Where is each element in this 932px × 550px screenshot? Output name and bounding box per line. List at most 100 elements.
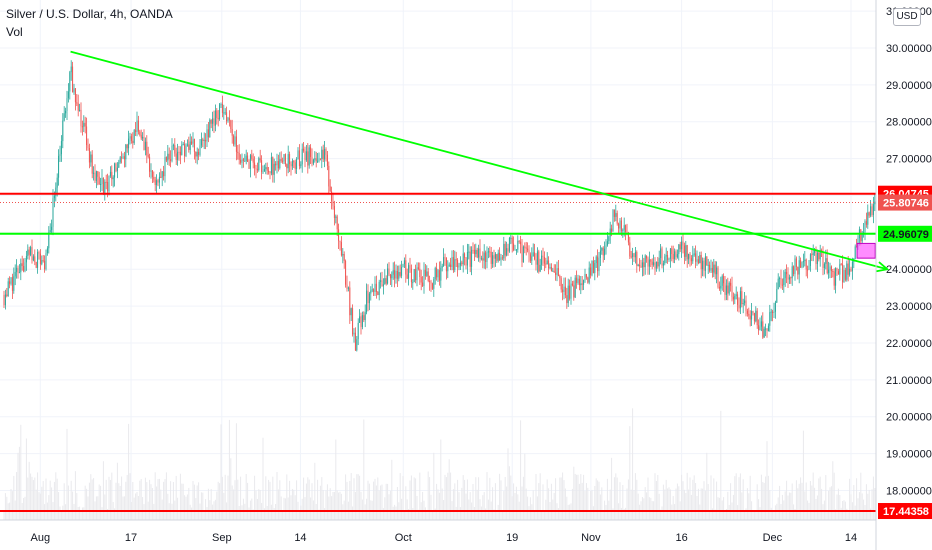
volume-bar (767, 475, 769, 520)
candle-body (478, 248, 480, 258)
candle-body (136, 120, 138, 133)
candle-body (457, 260, 459, 268)
candle (275, 161, 277, 171)
volume-bar (48, 495, 50, 520)
volume-bar (716, 481, 718, 520)
candle-body (311, 156, 313, 164)
volume-bar (415, 478, 417, 520)
candle (146, 135, 148, 164)
candle-body (62, 120, 64, 142)
candle (237, 145, 239, 160)
candle (748, 307, 750, 320)
candle-body (711, 267, 713, 273)
candle-body (207, 129, 209, 138)
candle-body (653, 262, 655, 265)
volume-label[interactable]: Vol (6, 25, 23, 39)
symbol-title[interactable]: Silver / U.S. Dollar, 4h, OANDA (6, 7, 173, 21)
candle (608, 235, 610, 245)
volume-bar (762, 482, 764, 520)
candle-body (602, 247, 604, 256)
volume-bar (811, 485, 813, 520)
candle (328, 161, 330, 195)
candle (556, 261, 558, 282)
volume-bar (784, 491, 786, 520)
candle (93, 166, 95, 181)
candle (353, 328, 355, 343)
volume-bar (280, 496, 282, 520)
candle (321, 146, 323, 169)
volume-bar (416, 495, 418, 520)
candle-body (697, 259, 699, 264)
highlight-box (856, 242, 876, 259)
volume-bar (727, 491, 729, 520)
volume-bar (746, 488, 748, 520)
candle (643, 257, 645, 276)
volume-bar (119, 485, 121, 520)
volume-bar (695, 483, 697, 520)
volume-bar (794, 508, 796, 520)
candle-body (658, 258, 660, 267)
candle-body (32, 256, 34, 261)
drawings[interactable] (0, 50, 890, 513)
candle-body (105, 181, 107, 183)
candle (718, 281, 720, 291)
candle-body (287, 154, 289, 169)
candle (18, 264, 20, 274)
candle-body (469, 251, 471, 267)
candle-body (158, 176, 160, 183)
candle (440, 261, 442, 288)
candle (261, 155, 263, 180)
candle-body (270, 157, 272, 174)
candle-body (819, 250, 821, 260)
volume-bar (178, 510, 180, 520)
volume-bar (522, 476, 524, 520)
volume-bar (700, 488, 702, 520)
candle (114, 162, 116, 187)
candle-body (382, 284, 384, 287)
candle-body (868, 212, 870, 216)
candle (35, 261, 37, 269)
volume-bar (387, 483, 389, 520)
candle-body (455, 259, 457, 261)
candle (202, 137, 204, 148)
candle-body (475, 249, 477, 255)
candle-body (682, 241, 684, 246)
volume-bar (203, 510, 205, 520)
volume-bar (524, 453, 526, 520)
candle (648, 251, 650, 275)
volume-bar (55, 472, 57, 520)
volume-bar (644, 487, 646, 520)
candle (310, 144, 312, 165)
candle (307, 142, 309, 174)
currency-button[interactable]: USD (893, 8, 921, 26)
candle (539, 258, 541, 273)
volume-bar (755, 510, 757, 520)
candle (837, 268, 839, 275)
candle-body (766, 328, 768, 331)
volume-bar (86, 488, 88, 520)
candle-body (655, 261, 657, 269)
candle (380, 272, 382, 289)
candle-body (830, 266, 832, 272)
candle-body (772, 311, 774, 313)
candle-body (237, 151, 239, 154)
candle (415, 264, 417, 284)
candle-body (296, 159, 298, 169)
candle-body (265, 167, 267, 170)
candle-body (832, 271, 834, 273)
candle-body (741, 291, 743, 305)
candle-body (734, 295, 736, 300)
candle-body (59, 154, 61, 156)
volume-bar (459, 507, 461, 520)
candle (513, 236, 515, 252)
volume-bar (840, 507, 842, 520)
candle-body (601, 247, 603, 251)
candle (60, 135, 62, 162)
candle (77, 94, 79, 117)
volume-bar (140, 478, 142, 520)
candle-body (577, 278, 579, 283)
volume-bar (814, 487, 816, 520)
